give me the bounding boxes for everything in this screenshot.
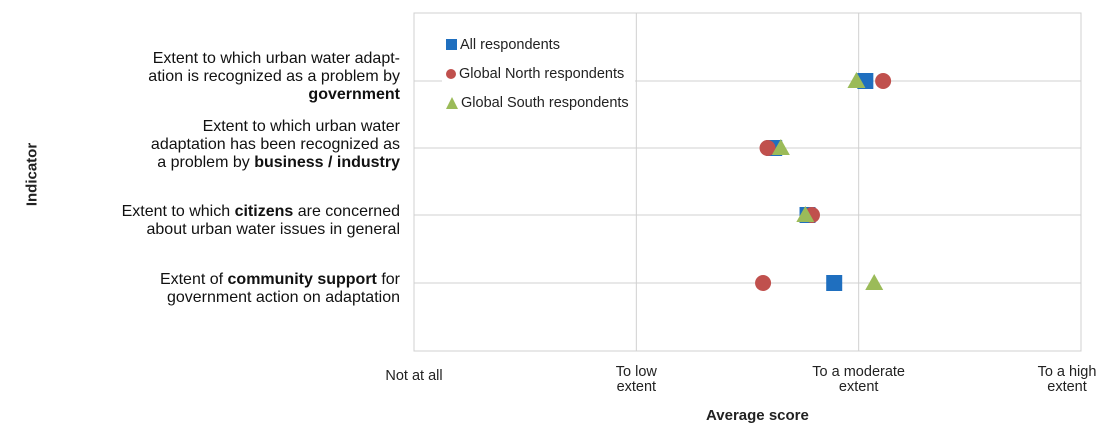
x-tick-label-line: extent [1047,379,1087,395]
triangle-data-point [865,274,884,290]
indicator-label-text: a problem by [157,154,255,171]
square-data-point [826,275,843,291]
legend-label: Global North respondents [459,65,625,82]
circle-marker-icon [446,68,456,79]
indicator-label-bold-text: government [308,86,400,103]
indicator-label-bold-text: citizens [234,203,294,220]
triangle-marker-icon [446,96,458,109]
triangle-data-point [847,72,866,88]
indicator-label-text: are concerned [293,203,400,220]
x-tick-label-line: Not at all [385,368,443,384]
indicator-label-community: Extent of community support for governmen… [160,271,400,307]
indicator-label-line: Extent to which urban water [151,118,400,136]
indicator-label-government: Extent to which urban water adapt-ation … [148,50,400,104]
data-markers [755,72,892,291]
legend: All respondents Global North respondents… [442,28,635,121]
indicator-label-text: ation is recognized as a problem by [148,68,400,85]
x-tick-label-line: To low [615,364,657,380]
x-tick-label-line: To a high [1037,364,1097,380]
indicator-label-text: Extent of [159,271,228,288]
x-tick-label-line: To a moderate [812,364,905,380]
x-tick-label: To a moderate extent [789,365,929,395]
indicator-label-text: Extent to which urban water adapt- [152,50,400,67]
indicator-label-line: government [148,86,400,104]
x-tick-label-line: extent [838,379,879,395]
circle-data-point [755,275,772,291]
x-tick-label-line: extent [616,379,657,395]
square-marker-icon [446,39,457,50]
legend-item-all: All respondents [446,30,629,59]
indicator-label-bold-text: community support [227,271,377,288]
indicator-label-text: about urban water issues in general [146,221,401,238]
legend-label: Global South respondents [461,94,629,111]
triangle-data-point [771,139,790,155]
gridlines [414,13,1082,351]
indicator-label-line: about urban water issues in general [122,221,401,239]
indicator-label-line: Extent to which urban water adapt- [148,50,400,68]
indicator-label-citizens: Extent to which citizens are concerned ab… [122,203,400,239]
indicator-label-line: a problem by business / industry [151,154,400,172]
x-axis-title: Average score [706,407,809,424]
legend-item-global-south: Global South respondents [446,88,629,117]
indicator-label-text: adaptation has been recognized as [150,136,400,153]
indicator-label-business: Extent to which urban water adaptation ha… [151,118,400,172]
triangle-data-point [796,206,815,222]
indicator-label-text: Extent to which urban water [202,118,400,135]
indicator-label-line: government action on adaptation [160,289,400,307]
circle-data-point [875,73,892,89]
circle-data-point [759,140,776,156]
indicator-label-line: Extent to which citizens are concerned [122,203,400,221]
indicator-label-line: ation is recognized as a problem by [148,68,400,86]
indicator-label-line: adaptation has been recognized as [151,136,400,154]
indicator-label-text: government action on adaptation [166,289,400,306]
y-axis-title: Indicator [23,142,41,207]
indicator-label-bold-text: business / industry [254,154,400,171]
indicator-label-text: Extent to which [121,203,235,220]
legend-label: All respondents [460,36,560,53]
indicator-label-line: Extent of community support for [160,271,400,289]
legend-item-global-north: Global North respondents [446,59,629,88]
x-tick-label: To low extent [566,365,706,395]
indicator-label-text: for [376,271,400,288]
x-tick-label: To a high extent [997,365,1110,395]
x-tick-label: Not at all [344,369,484,384]
